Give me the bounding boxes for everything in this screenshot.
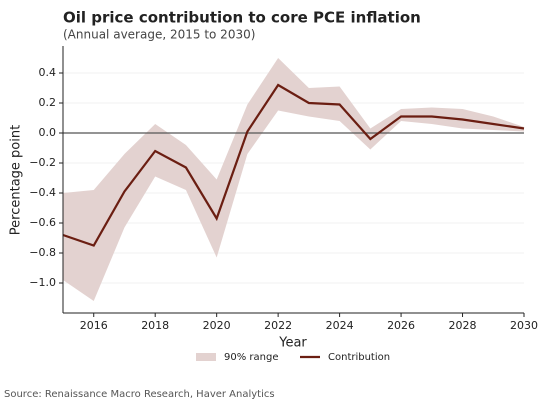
y-tick-label: 0.4 [39, 66, 57, 79]
y-tick-label: 0.2 [39, 96, 57, 109]
x-tick-label: 2022 [264, 319, 292, 332]
legend-label: 90% range [224, 352, 278, 363]
x-tick-label: 2028 [449, 319, 477, 332]
y-tick-label: −0.4 [29, 186, 56, 199]
x-tick-label: 2020 [203, 319, 231, 332]
y-tick-label: −1.0 [29, 276, 56, 289]
x-tick-label: 2018 [141, 319, 169, 332]
y-tick-label: −0.6 [29, 216, 56, 229]
y-tick-label: −0.2 [29, 156, 56, 169]
x-tick-label: 2026 [387, 319, 415, 332]
range-band [63, 58, 524, 301]
x-tick-label: 2016 [80, 319, 108, 332]
contribution-line [62, 83, 525, 247]
chart-title: Oil price contribution to core PCE infla… [63, 9, 421, 27]
legend-swatch [196, 353, 216, 361]
source: Source: Renaissance Macro Research, Have… [4, 389, 275, 400]
y-tick-label: 0.0 [39, 126, 57, 139]
chart-subtitle: (Annual average, 2015 to 2030) [63, 28, 255, 42]
y-tick-label: −0.8 [29, 246, 56, 259]
x-tick-label: 2030 [510, 319, 538, 332]
legend-label: Contribution [328, 352, 390, 363]
x-axis-label: Year [278, 336, 307, 351]
x-tick-label: 2024 [326, 319, 354, 332]
y-axis-label: Percentage point [9, 125, 24, 235]
